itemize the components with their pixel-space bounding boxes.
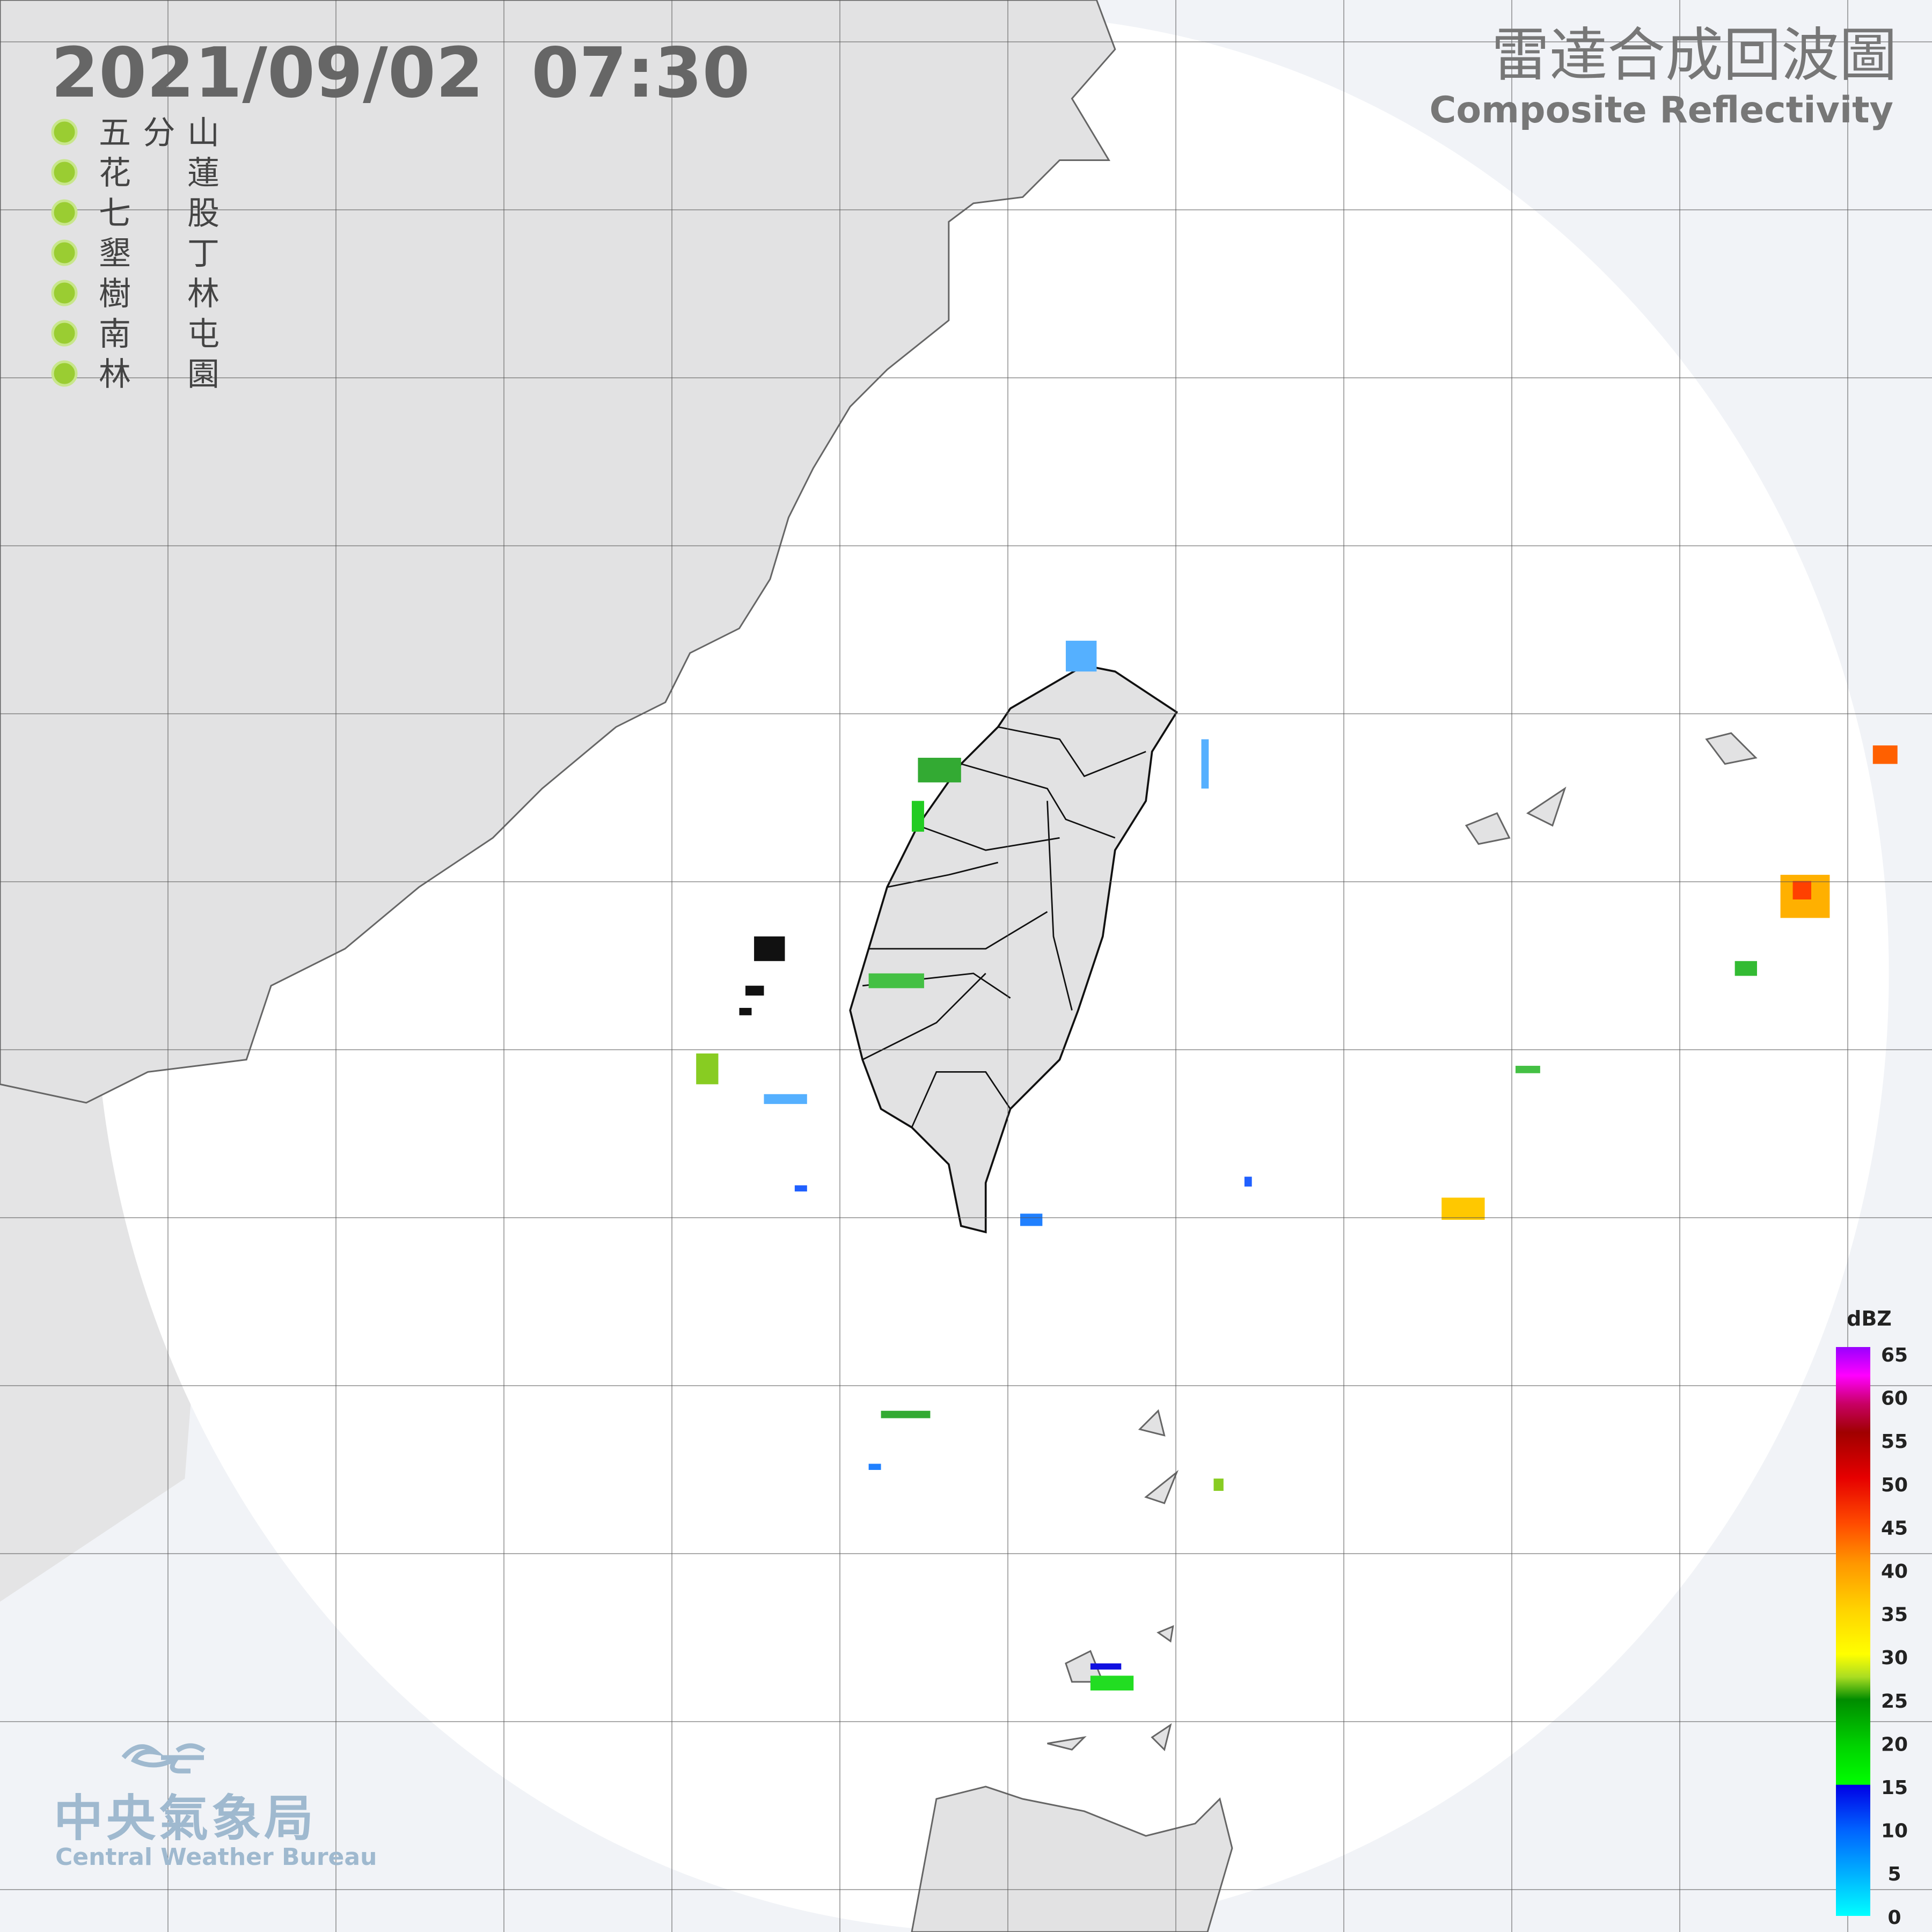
county-borders bbox=[862, 726, 1146, 1128]
legend-unit: dBZ bbox=[1847, 1307, 1892, 1330]
legend-tick: 60 bbox=[1881, 1388, 1908, 1410]
station-dot bbox=[51, 119, 78, 145]
logo-name: 中央氣象局 bbox=[54, 1790, 317, 1847]
station-dot bbox=[51, 159, 78, 186]
title: 雷達合成回波圖 bbox=[1491, 22, 1897, 89]
legend-tick: 20 bbox=[1881, 1733, 1908, 1755]
station-dot bbox=[51, 360, 78, 387]
legend-tick: 15 bbox=[1881, 1777, 1908, 1799]
legend-tick: 25 bbox=[1881, 1690, 1908, 1713]
colorbar bbox=[1836, 1347, 1870, 1916]
timestamp: 2021/09/02 07:30 bbox=[51, 33, 750, 113]
logo-mark bbox=[121, 1743, 206, 1774]
station-name: 五分山 bbox=[99, 114, 219, 152]
legend-tick: 65 bbox=[1881, 1344, 1908, 1366]
legend-tick: 0 bbox=[1887, 1907, 1901, 1929]
legend-tick: 40 bbox=[1881, 1561, 1908, 1583]
subtitle: Composite Reflectivity bbox=[1429, 89, 1893, 131]
ryukyu bbox=[1465, 732, 1758, 845]
station-dot bbox=[51, 239, 78, 266]
radar-echoes bbox=[696, 640, 1898, 1690]
legend-tick: 45 bbox=[1881, 1517, 1908, 1539]
legend-tick: 5 bbox=[1887, 1863, 1901, 1885]
islets bbox=[739, 936, 785, 1015]
legend-tick: 50 bbox=[1881, 1474, 1908, 1496]
legend-tick: 30 bbox=[1881, 1647, 1908, 1669]
logo-name-en: Central Weather Bureau bbox=[55, 1843, 377, 1871]
station-dot bbox=[51, 320, 78, 347]
legend-tick: 55 bbox=[1881, 1431, 1908, 1453]
legend-tick: 35 bbox=[1881, 1604, 1908, 1626]
legend-tick: 10 bbox=[1881, 1820, 1908, 1842]
station-dot bbox=[51, 199, 78, 226]
china-coast bbox=[0, 0, 1116, 1104]
station-dot bbox=[51, 280, 78, 306]
philippines bbox=[911, 1785, 1233, 1932]
